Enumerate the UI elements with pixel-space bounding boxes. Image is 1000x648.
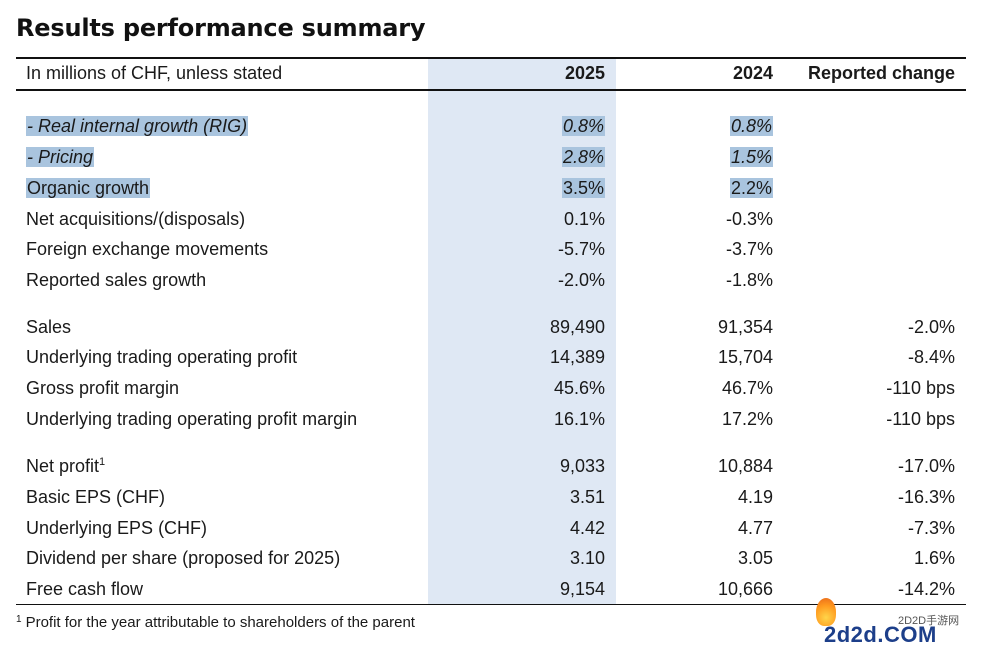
header-reported-change: Reported change: [807, 63, 955, 83]
row-value-2024: 3.05: [737, 548, 773, 568]
header-2025: 2025: [564, 63, 605, 83]
row-change: -2.0%: [907, 317, 955, 337]
table-row: Sales 89,490 91,354 -2.0%: [0, 313, 1000, 341]
row-value-2025: 9,154: [559, 579, 605, 599]
row-value-2024: 4.19: [737, 487, 773, 507]
row-value-2024: -3.7%: [725, 239, 773, 259]
row-value-2025: 2.8%: [561, 147, 605, 167]
row-value-2024: 46.7%: [721, 378, 773, 398]
table-row: Foreign exchange movements -5.7% -3.7%: [0, 235, 1000, 263]
footnote-mark: 1: [16, 614, 22, 625]
row-label: Gross profit margin: [26, 378, 180, 398]
row-value-2025: 3.10: [569, 548, 605, 568]
row-value-2024: 10,666: [717, 579, 773, 599]
row-label: Net acquisitions/(disposals): [26, 209, 246, 229]
row-label: Underlying trading operating profit: [26, 347, 298, 367]
table-row: Net acquisitions/(disposals) 0.1% -0.3%: [0, 205, 1000, 233]
footnote-ref: 1: [99, 456, 106, 468]
watermark-logo: 2D2D手游网 2d2d.COM: [812, 596, 982, 647]
flame-icon: [816, 598, 836, 626]
row-value-2024: 15,704: [717, 347, 773, 367]
row-value-2025: 0.8%: [561, 116, 605, 136]
header-units-label: In millions of CHF, unless stated: [26, 63, 283, 83]
table-header-rule: [16, 89, 966, 91]
row-value-2025: 14,389: [549, 347, 605, 367]
row-value-2025: 9,033: [559, 456, 605, 476]
row-value-2024: -0.3%: [725, 209, 773, 229]
table-row: Underlying trading operating profit 14,3…: [0, 343, 1000, 371]
row-value-2025: 3.51: [569, 487, 605, 507]
table-row: - Real internal growth (RIG) 0.8% 0.8%: [0, 112, 1000, 140]
row-change: -7.3%: [907, 518, 955, 538]
row-change: -14.2%: [897, 579, 955, 599]
watermark-subtitle: 2D2D手游网: [898, 615, 960, 627]
table-row: Organic growth 3.5% 2.2%: [0, 174, 1000, 202]
row-value-2025: 16.1%: [553, 409, 605, 429]
row-value-2025: 4.42: [569, 518, 605, 538]
row-label: Organic growth: [26, 178, 151, 198]
row-value-2024: 91,354: [717, 317, 773, 337]
table-header-row: In millions of CHF, unless stated 2025 2…: [0, 59, 1000, 87]
row-label: Basic EPS (CHF): [26, 487, 166, 507]
row-value-2024: -1.8%: [725, 270, 773, 290]
table-row: Reported sales growth -2.0% -1.8%: [0, 266, 1000, 294]
row-label: - Real internal growth (RIG): [26, 116, 249, 136]
row-value-2024: 0.8%: [729, 116, 773, 136]
watermark-text: 2d2d.COM: [824, 622, 937, 647]
table-top-rule: [16, 57, 966, 59]
header-2024: 2024: [732, 63, 773, 83]
row-label: Free cash flow: [26, 579, 144, 599]
table-bottom-rule: [16, 604, 966, 605]
row-value-2025: 45.6%: [553, 378, 605, 398]
row-value-2025: -2.0%: [557, 270, 605, 290]
row-change: -16.3%: [897, 487, 955, 507]
row-change: -17.0%: [897, 456, 955, 476]
table-row: Underlying EPS (CHF) 4.42 4.77 -7.3%: [0, 514, 1000, 542]
row-value-2024: 4.77: [737, 518, 773, 538]
row-value-2024: 17.2%: [721, 409, 773, 429]
row-value-2025: 3.5%: [561, 178, 605, 198]
row-value-2025: 89,490: [549, 317, 605, 337]
row-label: Reported sales growth: [26, 270, 207, 290]
row-change: -8.4%: [907, 347, 955, 367]
footnote-text: Profit for the year attributable to shar…: [25, 614, 415, 631]
row-label: Underlying EPS (CHF): [26, 518, 208, 538]
row-label: Sales: [26, 317, 72, 337]
row-value-2024: 2.2%: [729, 178, 773, 198]
row-value-2025: 0.1%: [563, 209, 605, 229]
row-change: -110 bps: [886, 378, 955, 398]
row-value-2025: -5.7%: [557, 239, 605, 259]
footnote: 1 Profit for the year attributable to sha…: [16, 614, 415, 631]
table-row: - Pricing 2.8% 1.5%: [0, 143, 1000, 171]
table-row: Basic EPS (CHF) 3.51 4.19 -16.3%: [0, 483, 1000, 511]
row-label: Underlying trading operating profit marg…: [26, 409, 358, 429]
table-row: Net profit1 9,033 10,884 -17.0%: [0, 452, 1000, 480]
table-row: Dividend per share (proposed for 2025) 3…: [0, 544, 1000, 572]
row-label: Dividend per share (proposed for 2025): [26, 548, 341, 568]
table-row: Underlying trading operating profit marg…: [0, 405, 1000, 433]
row-value-2024: 10,884: [717, 456, 773, 476]
table-row: Free cash flow 9,154 10,666 -14.2%: [0, 575, 1000, 603]
row-label: Foreign exchange movements: [26, 239, 269, 259]
row-change: -110 bps: [886, 409, 955, 429]
row-label: - Pricing: [26, 147, 95, 167]
row-value-2024: 1.5%: [729, 147, 773, 167]
row-label: Net profit1: [26, 456, 106, 476]
page-title: Results performance summary: [16, 14, 426, 42]
table-row: Gross profit margin 45.6% 46.7% -110 bps: [0, 374, 1000, 402]
row-change: 1.6%: [913, 548, 955, 568]
